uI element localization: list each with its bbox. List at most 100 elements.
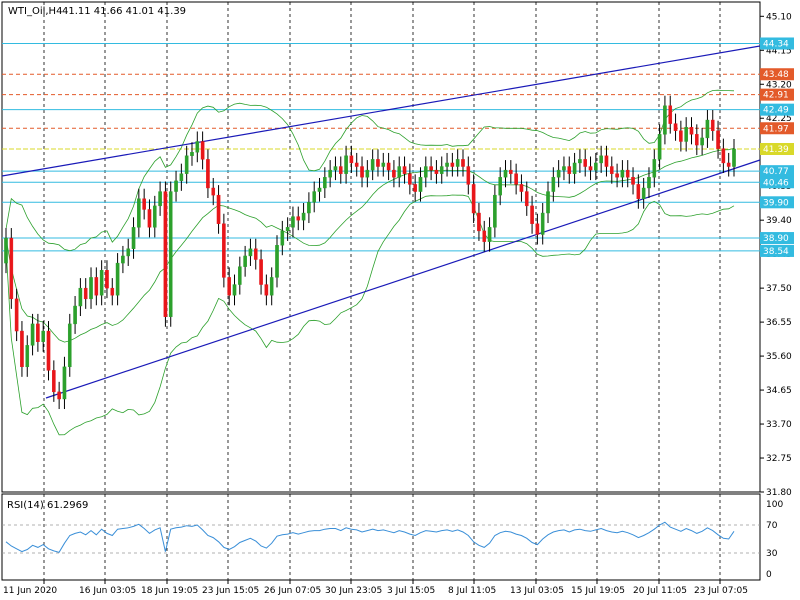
candle-bull [121,255,125,264]
candle-bull [137,198,141,228]
candle-bull [551,177,556,192]
candle-bull [67,323,72,368]
time-tick-label: 8 Jul 11:05 [448,586,496,596]
level-badge-support [760,232,794,245]
rsi-tick-label: 0 [766,570,772,580]
candle-bear [461,159,465,167]
candle-bear [524,191,529,207]
bollinger-upper [5,89,735,252]
candle-bear [20,330,24,368]
bollinger-bands [5,89,735,436]
candle-bull [487,227,492,242]
candle-bull [323,177,327,189]
time-tick-label: 16 Jun 03:05 [79,586,136,596]
level-badge-label: 42.91 [763,91,789,101]
candle-bear [94,277,99,296]
candle-bear [376,159,380,167]
candle-bull [168,191,173,317]
level-badge-label: 40.46 [763,178,789,188]
candle-bear [52,370,56,393]
time-tick-label: 23 Jun 15:05 [202,586,259,596]
price-tick-label: 42.25 [766,114,792,124]
candle-bull [41,330,45,342]
candle-bull [455,159,460,167]
candle-bull [275,245,279,278]
candle-bear [450,162,455,167]
level-badge-resistance [760,68,794,81]
candle-bear [668,105,673,124]
time-axis: 11 Jun 2020 16 Jun 03:05 18 Jun 19:05 23 Ju… [3,580,748,596]
candle-bull [546,191,550,214]
candle-bull [397,166,402,178]
candle-bear [338,166,343,174]
candle-bull [179,173,184,182]
candle-bull [248,248,253,257]
candle-bear [466,166,471,185]
candle-bull [498,177,502,196]
candle-bull [99,270,104,296]
level-badge-support [760,176,794,189]
candle-bull [30,323,35,346]
level-badges: 44.34 43.48 42.91 42.49 41.97 41.39 40.7740.46… [760,37,794,257]
candle-bear [514,173,518,185]
candle-bear [216,194,221,224]
candle-bull [126,248,131,257]
candlestick-series [4,95,736,410]
level-badge-label: 38.90 [763,234,789,244]
candle-bull [317,187,322,192]
candle-bear [110,287,115,296]
candle-bull [184,155,189,174]
candle-bull [280,230,285,246]
candle-bear [36,323,40,342]
rsi-panel-frame[interactable] [1,493,761,581]
chart-symbol: WTI_Oil,H4 [8,6,62,17]
price-tick-label: 43.20 [766,80,792,90]
price-tick-label: 35.60 [766,352,792,362]
candle-bear [264,284,269,296]
candle-bull [312,191,317,203]
candle-bear [530,205,534,224]
candle-bull [556,169,561,178]
candle-bull [540,212,545,235]
bollinger-mid [5,147,735,343]
trend-upper-line [1,45,761,177]
candle-bull [418,177,423,192]
candle-bull [503,169,508,178]
level-badge-label: 41.97 [763,124,789,134]
candle-bull [62,366,67,400]
candle-bear [482,230,487,242]
candle-bear [721,148,726,164]
candle-bear [211,187,216,196]
candle-bear [695,134,699,146]
candle-bull [333,166,338,171]
level-badge-support [760,103,794,116]
candle-bear [615,173,619,178]
candle-bear [163,191,168,317]
time-tick-label: 11 Jun 2020 [3,586,57,596]
candle-bull [657,134,662,160]
level-badge-support [760,37,794,50]
candle-bear [9,237,14,300]
time-tick-label: 15 Jul 19:05 [571,586,625,596]
candle-bear [631,177,635,185]
price-tick-label: 33.70 [766,420,792,430]
candle-bull [89,277,93,300]
price-tick-label: 34.65 [766,386,792,396]
candle-bear [471,184,476,214]
level-badge-label: 40.77 [763,167,789,177]
candle-bear [142,198,146,210]
candle-bull [370,159,375,171]
candle-bull [578,159,582,164]
candle-bull [307,202,311,214]
candle-bear [636,184,641,199]
level-badge-support [760,244,794,257]
candle-bull [652,159,657,178]
candle-bull [344,155,348,174]
candle-bull [73,305,77,325]
level-badge-support [760,196,794,209]
candle-bear [222,223,226,278]
rsi-tick-label: 70 [766,521,778,531]
price-tick-label: 32.75 [766,454,792,464]
